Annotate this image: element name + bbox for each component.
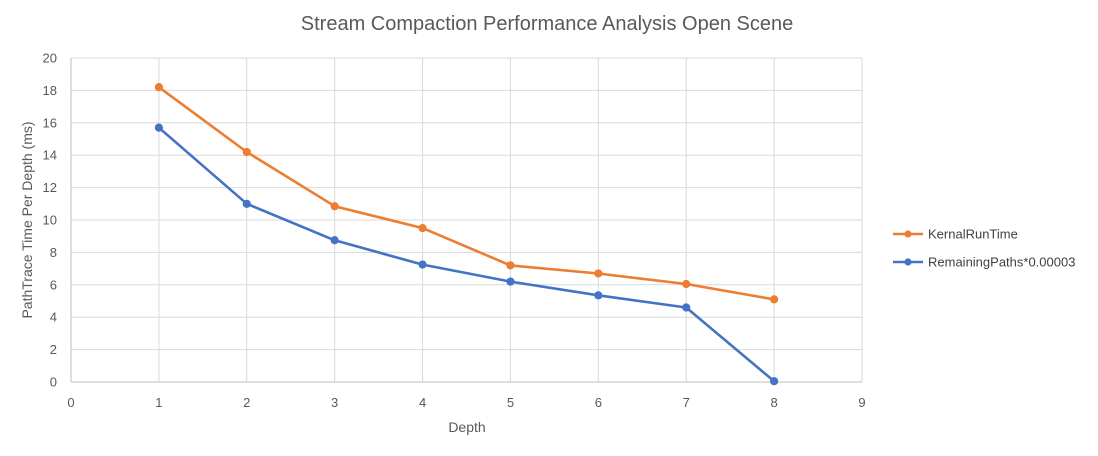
data-point: [506, 277, 515, 286]
data-point: [330, 236, 339, 245]
y-tick-label: 12: [43, 180, 57, 195]
legend-marker: [904, 258, 912, 266]
x-tick-label: 9: [858, 395, 865, 410]
y-tick-label: 14: [43, 148, 57, 163]
series-line: [157, 126, 776, 383]
x-tick-label: 8: [770, 395, 777, 410]
series-layer: [154, 83, 779, 386]
series-line: [157, 85, 776, 301]
data-point: [594, 269, 603, 278]
series-1: [154, 83, 779, 304]
data-point: [682, 279, 691, 289]
legend-entry: RemainingPaths*0.00003: [893, 255, 1075, 270]
data-point: [506, 261, 515, 270]
y-tick-label: 0: [50, 375, 57, 390]
x-tick-label: 5: [507, 395, 514, 410]
data-point: [770, 377, 779, 386]
x-tick-label: 0: [67, 395, 74, 410]
data-point: [154, 83, 163, 92]
legend-label: RemainingPaths*0.00003: [928, 255, 1075, 270]
x-tick-label: 2: [243, 395, 250, 410]
legend: KernalRunTime RemainingPaths*0.00003: [893, 227, 1075, 270]
data-point: [418, 224, 427, 233]
y-tick-label: 8: [50, 245, 57, 260]
data-point: [242, 199, 251, 208]
y-tick-label: 18: [43, 83, 57, 98]
data-point: [770, 295, 779, 304]
y-tick-label: 6: [50, 277, 57, 292]
data-point: [154, 123, 163, 132]
x-tick-label: 1: [155, 395, 162, 410]
series-2: [154, 123, 779, 386]
grid-layer: [71, 57, 863, 382]
chart-title: Stream Compaction Performance Analysis O…: [301, 13, 793, 35]
y-tick-label: 20: [43, 51, 57, 66]
y-tick-label: 10: [43, 213, 57, 228]
legend-entry: KernalRunTime: [893, 227, 1018, 242]
data-point: [682, 303, 691, 312]
x-tick-label: 6: [595, 395, 602, 410]
data-point: [594, 291, 603, 300]
x-tick-label: 7: [683, 395, 690, 410]
x-tick-label: 4: [419, 395, 426, 410]
data-point: [242, 147, 251, 157]
y-tick-label: 2: [50, 342, 57, 357]
legend-label: KernalRunTime: [928, 227, 1018, 242]
data-point: [418, 260, 427, 269]
y-tick-label: 16: [43, 115, 57, 130]
x-axis-label: Depth: [448, 419, 485, 435]
data-point: [330, 202, 339, 211]
legend-marker: [904, 230, 912, 238]
y-tick-label: 4: [50, 310, 57, 325]
y-axis-label: PathTrace Time Per Depth (ms): [19, 121, 35, 318]
x-tick-label: 3: [331, 395, 338, 410]
